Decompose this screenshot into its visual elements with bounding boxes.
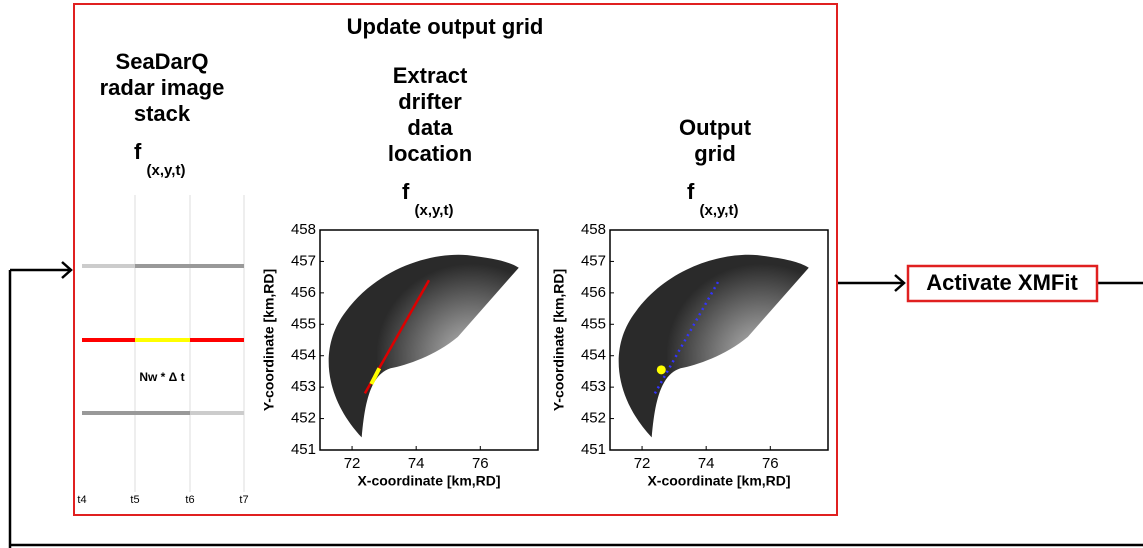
time-tick: t7 [239,494,248,506]
panel-title: stack [134,101,191,126]
y-tick-label: 451 [581,441,606,458]
function-args: (x,y,t) [415,202,454,219]
time-tick: t4 [77,494,86,506]
radar-image [329,255,519,438]
y-tick-label: 458 [581,221,606,238]
y-tick-label: 455 [291,315,316,332]
panel-title: SeaDarQ [116,49,209,74]
current-point [657,365,666,374]
y-tick-label: 453 [291,378,316,395]
function-args: (x,y,t) [147,162,186,179]
x-tick-label: 76 [472,455,489,472]
diagram: Update output grid Activate XMFit Nw * Δ… [0,0,1143,548]
panel-title: location [388,141,472,166]
y-tick-label: 457 [581,252,606,269]
x-tick-label: 72 [344,455,361,472]
y-tick-label: 455 [581,315,606,332]
panel-title: drifter [398,89,462,114]
timeline: Nw * Δ t [82,195,244,492]
y-tick-label: 458 [291,221,316,238]
x-tick-label: 74 [698,455,715,472]
panel-title: grid [694,141,736,166]
y-tick-label: 456 [291,284,316,301]
y-tick-label: 452 [291,410,316,427]
panel-title: Extract [393,63,468,88]
panel-title: radar image [100,75,225,100]
x-tick-label: 74 [408,455,425,472]
title: Update output grid [347,14,544,39]
y-tick-label: 452 [581,410,606,427]
function-label: f [134,139,142,164]
y-tick-label: 457 [291,252,316,269]
y-tick-label: 454 [581,347,606,364]
function-args: (x,y,t) [700,202,739,219]
function-label: f [402,179,410,204]
action-label: Activate XMFit [926,270,1078,295]
connectors [10,262,1143,548]
y-tick-label: 451 [291,441,316,458]
panel-title: data [407,115,453,140]
y-tick-label: 454 [291,347,316,364]
y-tick-label: 456 [581,284,606,301]
radar-image [619,255,809,438]
x-label: X-coordinate [km,RD] [357,473,500,489]
window-label: Nw * Δ t [139,370,184,384]
x-tick-label: 76 [762,455,779,472]
y-label: Y-coordinate [km,RD] [551,269,567,411]
panel-title: Output [679,115,752,140]
x-label: X-coordinate [km,RD] [647,473,790,489]
time-tick: t6 [185,494,194,506]
time-tick: t5 [130,494,139,506]
y-tick-label: 453 [581,378,606,395]
y-label: Y-coordinate [km,RD] [261,269,277,411]
x-tick-label: 72 [634,455,651,472]
function-label: f [687,179,695,204]
